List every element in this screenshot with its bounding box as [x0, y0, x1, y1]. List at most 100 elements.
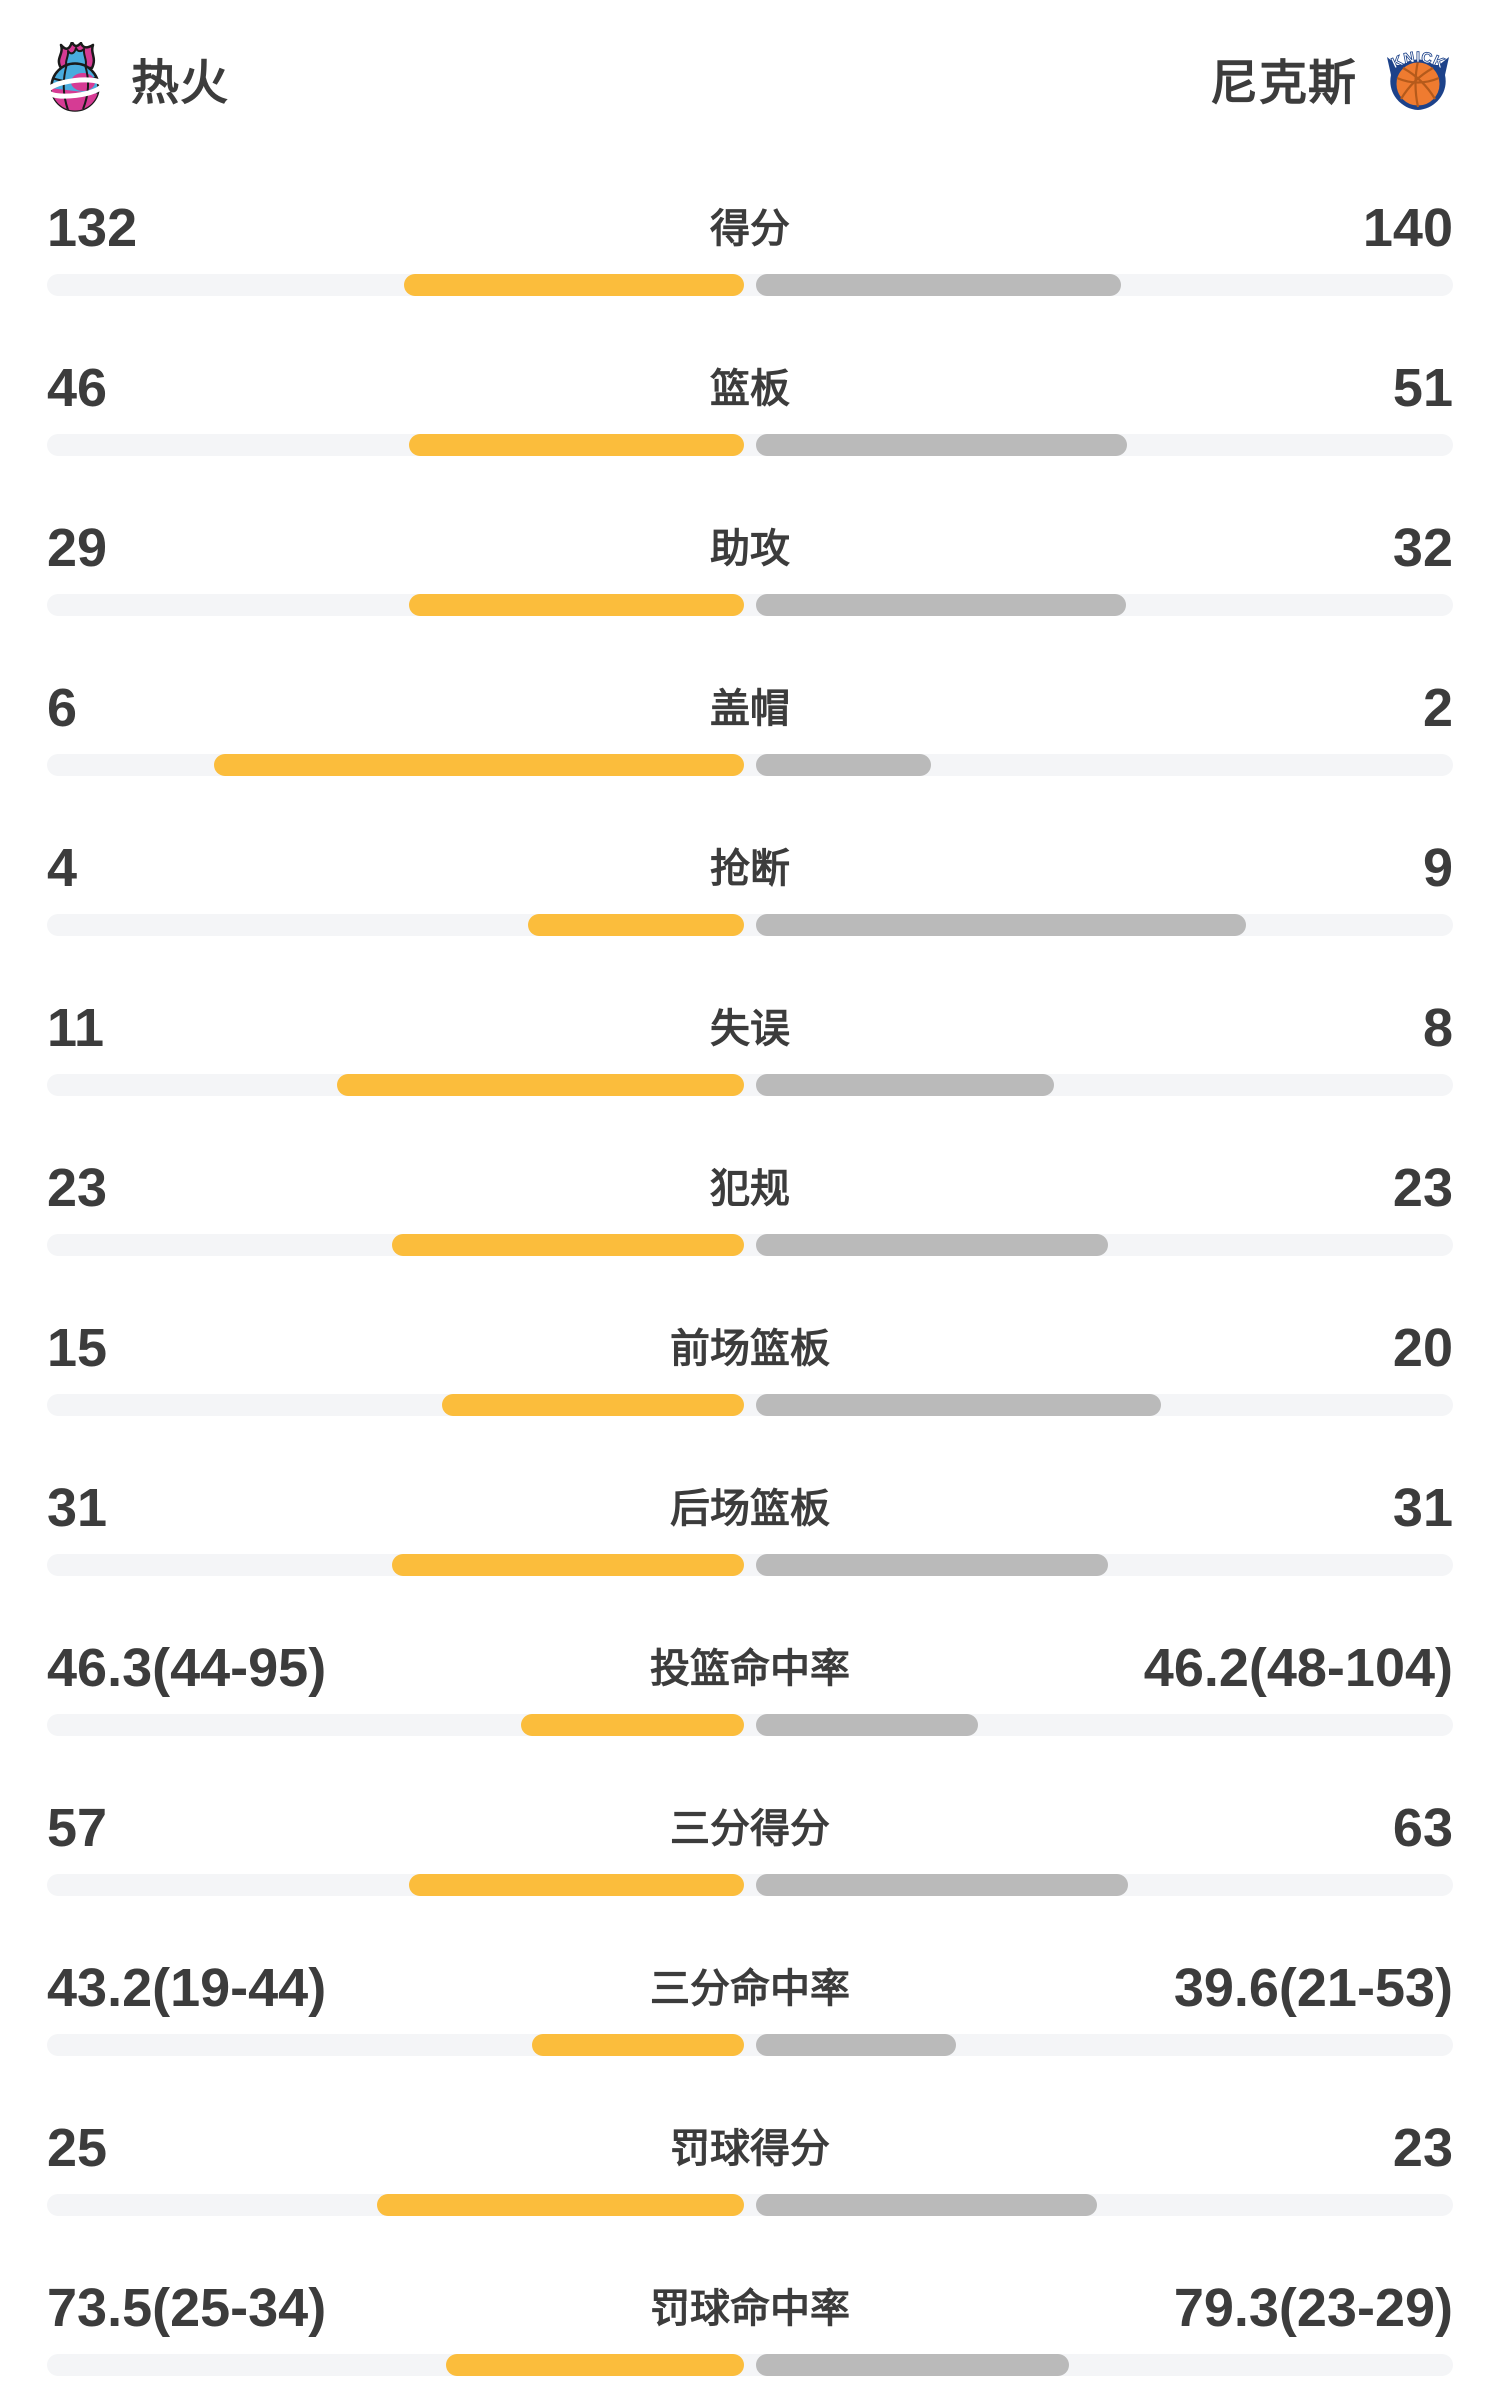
- away-stat-value: 63: [1392, 1798, 1453, 1858]
- away-stat-value: 39.6(21-53): [1173, 1958, 1453, 2018]
- stat-label: 犯规: [710, 1167, 790, 1211]
- scoreboard-header: 热火 尼克斯 KNICKS: [0, 0, 1500, 114]
- home-stat-bar: [214, 754, 744, 776]
- stat-bar-track: [47, 1554, 1453, 1576]
- home-stat-bar: [409, 1874, 744, 1896]
- away-stat-value: 20: [1392, 1318, 1453, 1378]
- stat-label: 抢断: [710, 847, 790, 891]
- away-stat-value: 2: [1422, 678, 1453, 738]
- stat-row: 57 三分得分 63: [0, 1736, 1500, 1896]
- home-stat-bar: [528, 914, 744, 936]
- stat-bar-track: [47, 2194, 1453, 2216]
- away-stat-bar: [756, 2194, 1097, 2216]
- away-stat-value: 32: [1392, 518, 1453, 578]
- away-team-name: 尼克斯: [1209, 57, 1357, 110]
- home-stat-value: 4: [47, 838, 78, 898]
- away-stat-bar: [756, 754, 931, 776]
- stat-row: 46 篮板 51: [0, 296, 1500, 456]
- stat-row: 15 前场篮板 20: [0, 1256, 1500, 1416]
- stat-label: 罚球命中率: [650, 2287, 850, 2331]
- home-team: 热火: [47, 42, 229, 114]
- stat-bar-track: [47, 434, 1453, 456]
- away-stat-value: 8: [1422, 998, 1453, 1058]
- home-stat-value: 6: [47, 678, 78, 738]
- stats-comparison-list: 132 得分 140 46 篮板 51 29 助攻 32 6 盖帽 2 4 抢断 9 11 失误 8 23 犯规 23 1…: [0, 136, 1500, 2376]
- stat-bar-track: [47, 2354, 1453, 2376]
- away-stat-bar: [756, 1074, 1054, 1096]
- stat-label: 得分: [710, 207, 790, 251]
- stat-row: 46.3(44-95) 投篮命中率 46.2(48-104): [0, 1576, 1500, 1736]
- away-stat-bar: [756, 1394, 1161, 1416]
- stat-label: 罚球得分: [670, 2127, 830, 2171]
- away-stat-bar: [756, 1874, 1128, 1896]
- stat-bar-track: [47, 2034, 1453, 2056]
- stat-bar-track: [47, 1234, 1453, 1256]
- home-stat-value: 23: [47, 1158, 108, 1218]
- away-stat-bar: [756, 2034, 956, 2056]
- home-stat-bar: [532, 2034, 744, 2056]
- away-stat-bar: [756, 1234, 1108, 1256]
- home-stat-value: 43.2(19-44): [47, 1958, 327, 2018]
- home-team-name: 热火: [131, 57, 230, 110]
- home-stat-value: 25: [47, 2118, 108, 2178]
- home-stat-value: 31: [47, 1478, 108, 1538]
- stat-label: 盖帽: [710, 687, 790, 731]
- away-stat-value: 9: [1422, 838, 1453, 898]
- stat-row: 43.2(19-44) 三分命中率 39.6(21-53): [0, 1896, 1500, 2056]
- home-stat-value: 46: [47, 358, 108, 418]
- home-stat-bar: [337, 1074, 744, 1096]
- away-stat-bar: [756, 914, 1246, 936]
- away-stat-value: 140: [1362, 198, 1453, 258]
- home-stat-value: 15: [47, 1318, 108, 1378]
- stat-bar-track: [47, 594, 1453, 616]
- stat-row: 6 盖帽 2: [0, 616, 1500, 776]
- stat-label: 失误: [710, 1007, 790, 1051]
- home-stat-bar: [392, 1554, 744, 1576]
- away-stat-bar: [756, 1554, 1108, 1576]
- stat-bar-track: [47, 274, 1453, 296]
- stat-row: 29 助攻 32: [0, 456, 1500, 616]
- stat-label: 投篮命中率: [650, 1647, 850, 1691]
- stat-row: 23 犯规 23: [0, 1096, 1500, 1256]
- stat-label: 三分得分: [670, 1807, 830, 1851]
- stat-bar-track: [47, 1394, 1453, 1416]
- away-stat-bar: [756, 434, 1127, 456]
- away-stat-bar: [756, 1714, 978, 1736]
- home-stat-value: 73.5(25-34): [47, 2278, 327, 2338]
- stat-bar-track: [47, 1714, 1453, 1736]
- home-stat-bar: [377, 2194, 744, 2216]
- away-stat-value: 79.3(23-29): [1173, 2278, 1453, 2338]
- heat-logo-icon: [47, 42, 105, 112]
- home-stat-bar: [409, 594, 744, 616]
- home-stat-bar: [404, 274, 744, 296]
- away-stat-value: 46.2(48-104): [1143, 1638, 1453, 1698]
- home-stat-value: 57: [47, 1798, 108, 1858]
- stat-label: 前场篮板: [670, 1327, 830, 1371]
- home-stat-value: 11: [47, 998, 105, 1058]
- away-stat-value: 51: [1392, 358, 1453, 418]
- home-stat-bar: [442, 1394, 744, 1416]
- stat-bar-track: [47, 1874, 1453, 1896]
- away-stat-value: 23: [1392, 2118, 1453, 2178]
- away-stat-value: 23: [1392, 1158, 1453, 1218]
- stat-bar-track: [47, 1074, 1453, 1096]
- home-stat-bar: [392, 1234, 744, 1256]
- stat-bar-track: [47, 914, 1453, 936]
- home-stat-value: 46.3(44-95): [47, 1638, 327, 1698]
- knicks-logo-icon: KNICKS: [1383, 45, 1449, 110]
- away-stat-bar: [756, 2354, 1069, 2376]
- stat-label: 助攻: [710, 527, 790, 571]
- stat-label: 后场篮板: [670, 1487, 830, 1531]
- stat-label: 三分命中率: [650, 1967, 850, 2011]
- away-stat-bar: [756, 274, 1121, 296]
- stat-label: 篮板: [710, 367, 790, 411]
- home-stat-value: 29: [47, 518, 108, 578]
- stat-row: 31 后场篮板 31: [0, 1416, 1500, 1576]
- home-stat-bar: [521, 1714, 744, 1736]
- home-stat-bar: [409, 434, 744, 456]
- home-stat-value: 132: [47, 198, 138, 258]
- stat-bar-track: [47, 754, 1453, 776]
- away-stat-bar: [756, 594, 1126, 616]
- stat-row: 11 失误 8: [0, 936, 1500, 1096]
- home-stat-bar: [446, 2354, 744, 2376]
